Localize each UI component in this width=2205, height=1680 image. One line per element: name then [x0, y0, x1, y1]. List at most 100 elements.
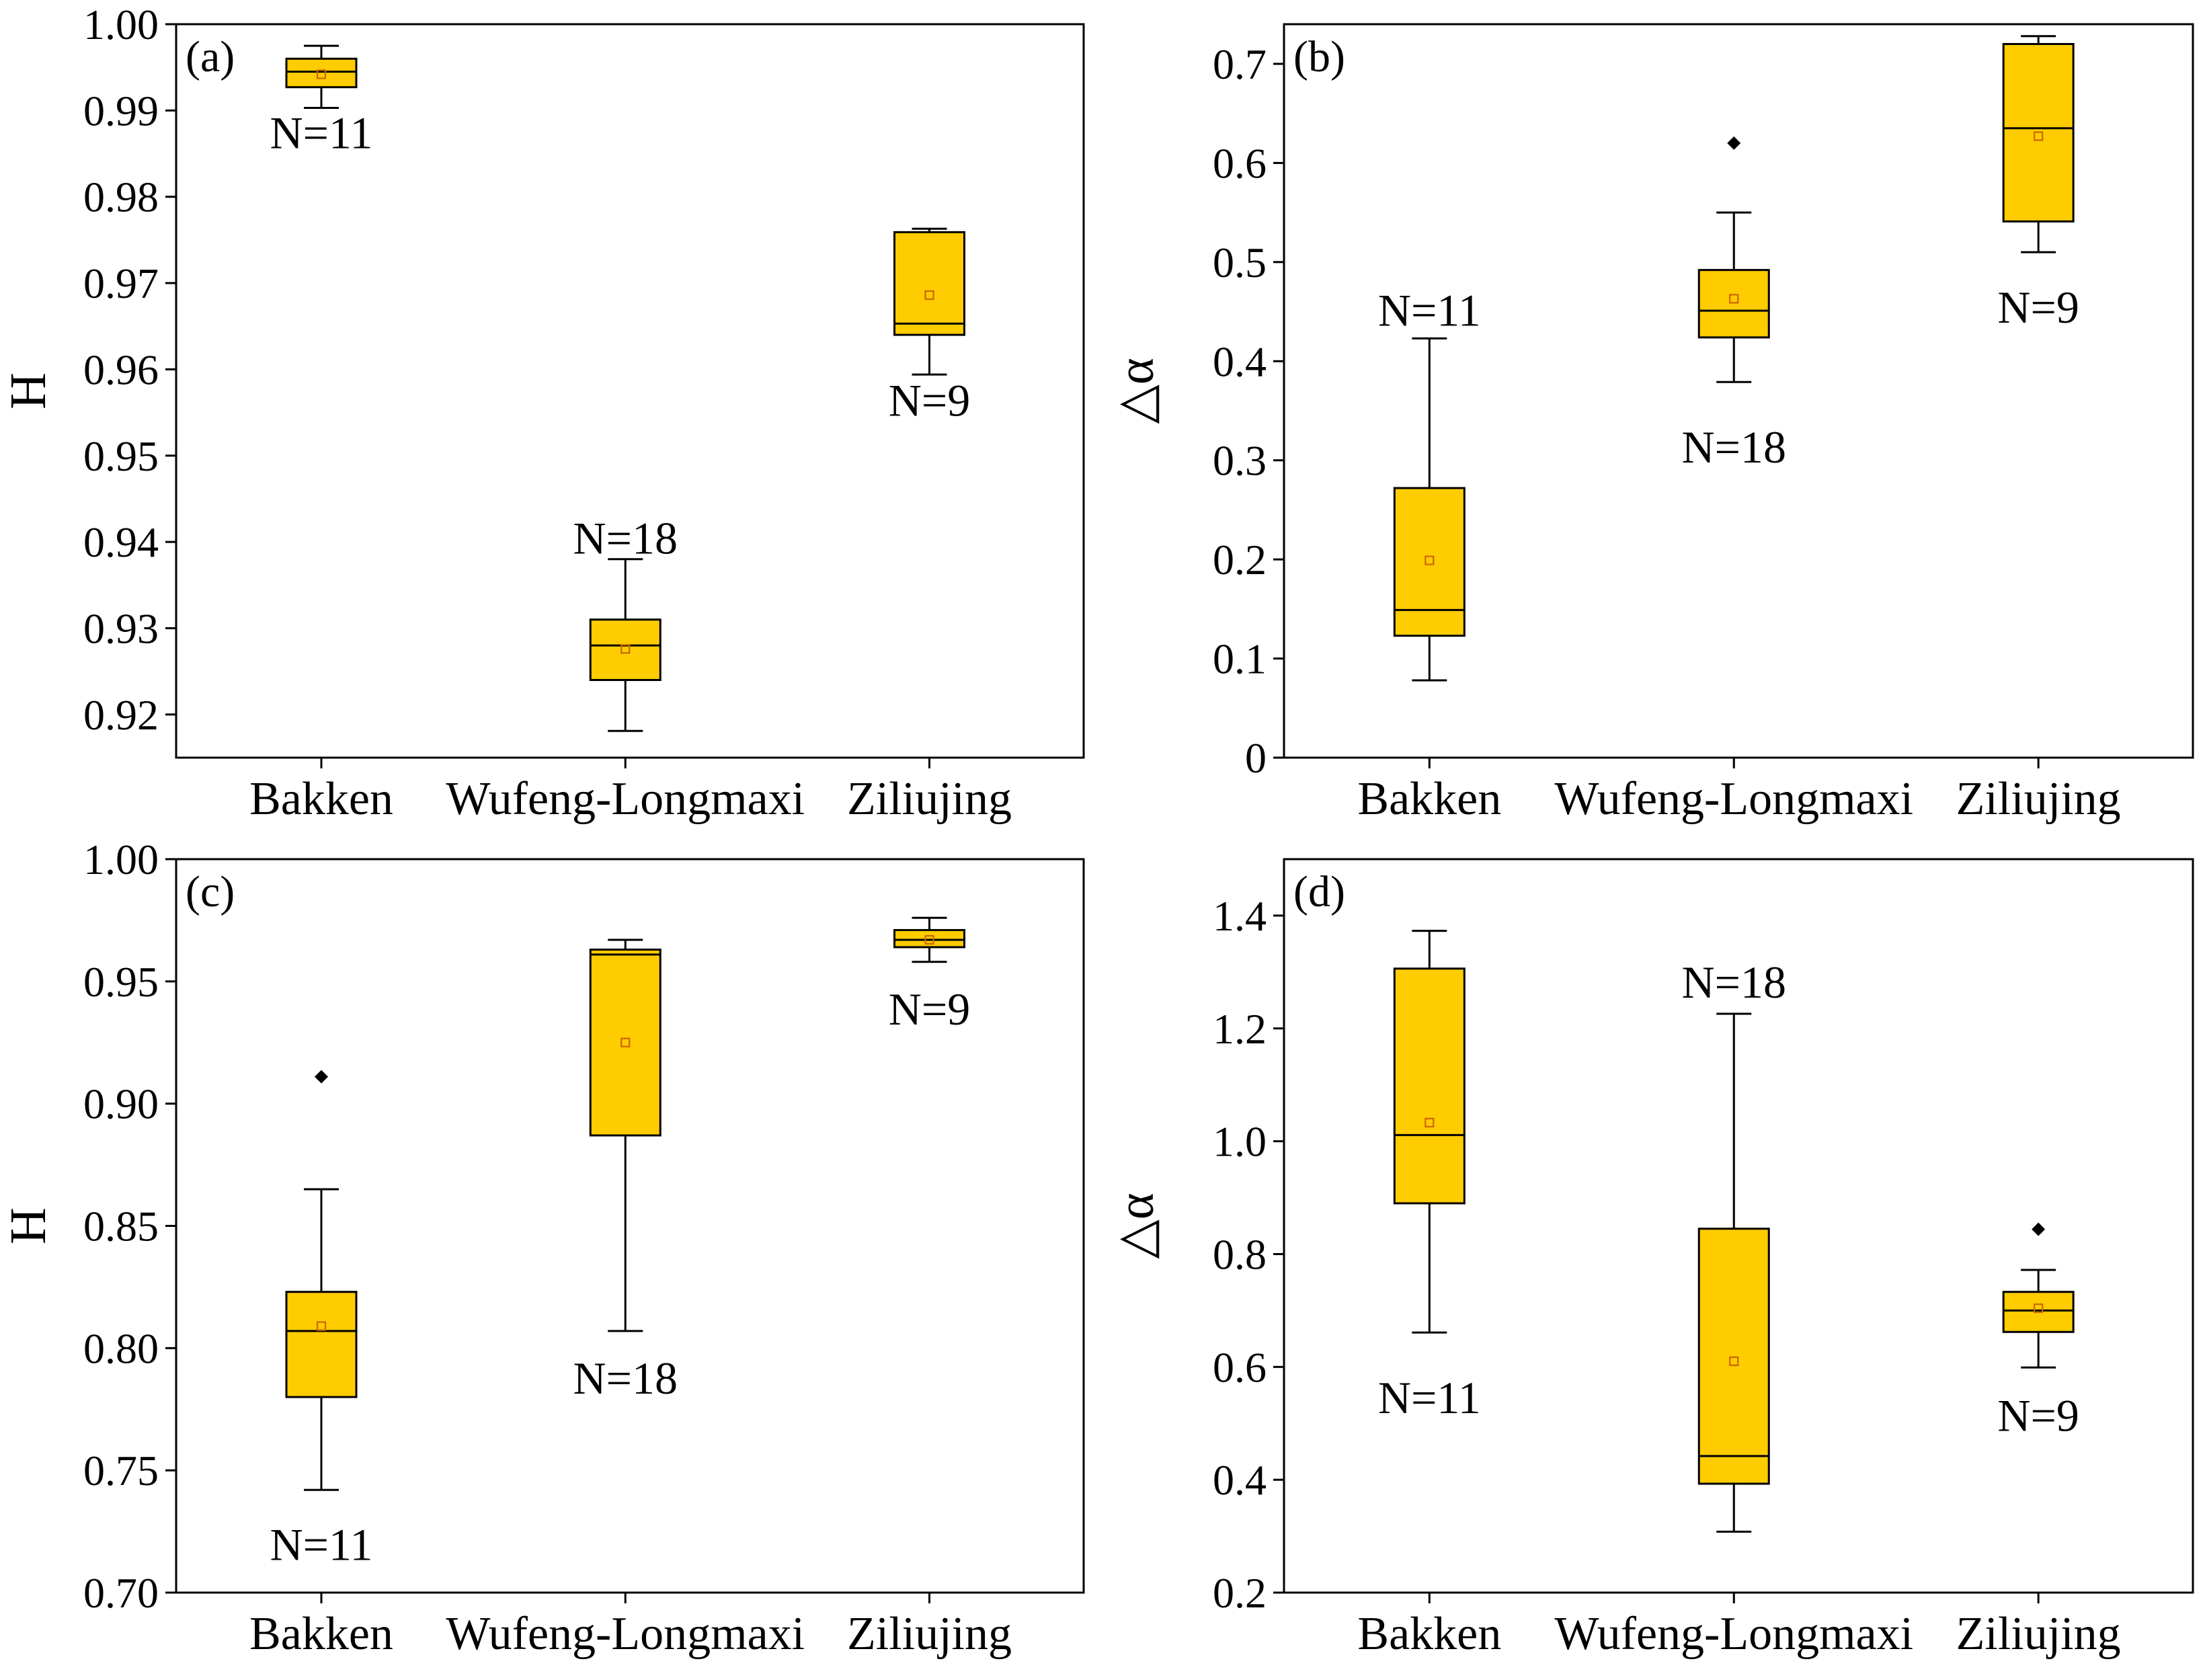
- x-category-label: Ziliujing: [1956, 773, 2121, 825]
- y-tick-label: 0.99: [83, 87, 159, 134]
- sample-count-label: N=18: [1682, 422, 1786, 473]
- box-bakken: N=11: [1378, 930, 1481, 1423]
- y-axis-title: H: [0, 1207, 56, 1244]
- mean-marker: [316, 69, 327, 79]
- mean-marker: [1425, 1117, 1435, 1128]
- sample-count-label: N=18: [1682, 957, 1786, 1008]
- box-bakken: N=11: [270, 44, 373, 158]
- sample-count-label: N=11: [1378, 1372, 1481, 1423]
- iqr-box: [589, 618, 662, 681]
- sample-count-label: N=11: [270, 1519, 373, 1570]
- y-tick-label: 0.6: [1213, 139, 1267, 187]
- sample-count-label: N=18: [573, 513, 678, 564]
- x-category-label: Wufeng-Longmaxi: [446, 1608, 805, 1660]
- panel-label: (c): [186, 867, 235, 916]
- box-wufeng-longmaxi: N=18: [1682, 957, 1786, 1533]
- y-tick-label: 0.90: [83, 1080, 159, 1128]
- iqr-box: [589, 949, 662, 1137]
- y-tick-label: 0.3: [1213, 437, 1267, 485]
- box-wufeng-longmaxi: N=18: [573, 513, 678, 732]
- y-tick-label: 0.85: [83, 1203, 159, 1250]
- plot-frame: [175, 23, 1085, 759]
- y-tick-label: 0.98: [83, 173, 159, 221]
- sample-count-label: N=9: [1997, 1390, 2079, 1441]
- x-category-label: Bakken: [249, 773, 393, 825]
- y-tick-label: 0.5: [1213, 239, 1267, 286]
- chart-panel-d: 0.2 0.4 0.6 0.8 1.0 1.2 1.4 △α (d) Bakken Wufeng-L…: [1108, 858, 2194, 1660]
- chart-panel-b: 0 0.1 0.2 0.3 0.4 0.5 0.6 0.7 △α (b) Bakken Wufeng-…: [1108, 23, 2194, 825]
- y-tick-label: 0.92: [83, 691, 159, 739]
- y-tick-label: 0.6: [1213, 1343, 1267, 1391]
- y-tick-label: 1.4: [1213, 892, 1267, 940]
- x-category-label: Wufeng-Longmaxi: [1554, 773, 1913, 825]
- mean-marker: [924, 934, 934, 945]
- y-tick-label: 1.00: [83, 1, 159, 48]
- y-tick-label: 0.2: [1213, 536, 1267, 584]
- y-tick-label: 0.4: [1213, 1456, 1267, 1504]
- sample-count-label: N=9: [889, 984, 970, 1035]
- mean-marker: [1425, 555, 1435, 565]
- y-tick-label: 0.94: [83, 518, 159, 566]
- sample-count-label: N=11: [270, 107, 373, 158]
- iqr-box: [285, 57, 358, 89]
- plot-frame: [1283, 858, 2194, 1594]
- x-category-label: Wufeng-Longmaxi: [1554, 1608, 1913, 1660]
- box-ziliujing: N=9: [1997, 35, 2079, 333]
- sample-count-label: N=9: [1997, 282, 2079, 333]
- y-tick-label: 0.4: [1213, 337, 1267, 385]
- outlier-point: [1727, 136, 1741, 150]
- box-ziliujing: N=9: [889, 916, 970, 1035]
- y-tick-label: 0.8: [1213, 1230, 1267, 1278]
- outlier-point: [2032, 1222, 2046, 1236]
- x-category-label: Ziliujing: [1956, 1608, 2121, 1660]
- chart-panel-c: 0.70 0.75 0.80 0.85 0.90 0.95 1.00 H (c) Bakken Wu…: [0, 836, 1085, 1660]
- panel-label: (d): [1293, 867, 1345, 916]
- iqr-box: [1393, 967, 1466, 1205]
- mean-marker: [2034, 1303, 2044, 1314]
- box-bakken: N=11: [270, 1070, 373, 1570]
- sample-count-label: N=9: [889, 374, 970, 426]
- iqr-box: [893, 231, 965, 336]
- mean-marker: [1729, 294, 1739, 304]
- panel-label: (a): [186, 32, 235, 81]
- y-tick-label: 1.00: [83, 836, 159, 883]
- box-ziliujing: N=9: [889, 227, 970, 426]
- y-tick-label: 1.2: [1213, 1005, 1267, 1053]
- sample-count-label: N=11: [1378, 285, 1481, 336]
- y-tick-label: 0.95: [83, 958, 159, 1006]
- x-category-label: Bakken: [1357, 773, 1501, 825]
- x-category-label: Wufeng-Longmaxi: [446, 773, 805, 825]
- box-wufeng-longmaxi: N=18: [1682, 136, 1786, 473]
- y-tick-label: 1.0: [1213, 1118, 1267, 1166]
- iqr-box: [1697, 269, 1770, 339]
- y-tick-label: 0.70: [83, 1569, 159, 1617]
- y-tick-label: 0.2: [1213, 1569, 1267, 1617]
- y-axis-title: H: [0, 372, 56, 409]
- mean-marker: [1729, 1356, 1739, 1367]
- iqr-box: [285, 1291, 358, 1398]
- y-tick-label: 0: [1245, 734, 1267, 782]
- iqr-box: [1393, 487, 1466, 637]
- mean-marker: [2034, 131, 2044, 141]
- iqr-box: [1697, 1228, 1770, 1485]
- chart-panel-a: 0.92 0.93 0.94 0.95 0.96 0.97 0.98 0.99 1.00 H (a)…: [0, 1, 1085, 825]
- y-tick-label: 0.75: [83, 1447, 159, 1494]
- x-category-label: Bakken: [1357, 1608, 1501, 1660]
- box-wufeng-longmaxi: N=18: [573, 938, 678, 1404]
- y-axis-title: △α: [1108, 1193, 1164, 1258]
- x-category-label: Bakken: [249, 1608, 393, 1660]
- panel-label: (b): [1293, 32, 1345, 81]
- mean-marker: [620, 644, 631, 654]
- y-tick-label: 0.97: [83, 259, 159, 307]
- plot-frame: [1283, 23, 2194, 759]
- sample-count-label: N=18: [573, 1353, 678, 1404]
- box-bakken: N=11: [1378, 285, 1481, 682]
- mean-marker: [924, 290, 934, 301]
- outlier-point: [315, 1070, 328, 1084]
- y-tick-label: 0.93: [83, 604, 159, 652]
- x-category-label: Ziliujing: [847, 1608, 1012, 1660]
- mean-marker: [316, 1321, 327, 1331]
- y-tick-label: 0.95: [83, 432, 159, 480]
- y-tick-label: 0.1: [1213, 635, 1267, 683]
